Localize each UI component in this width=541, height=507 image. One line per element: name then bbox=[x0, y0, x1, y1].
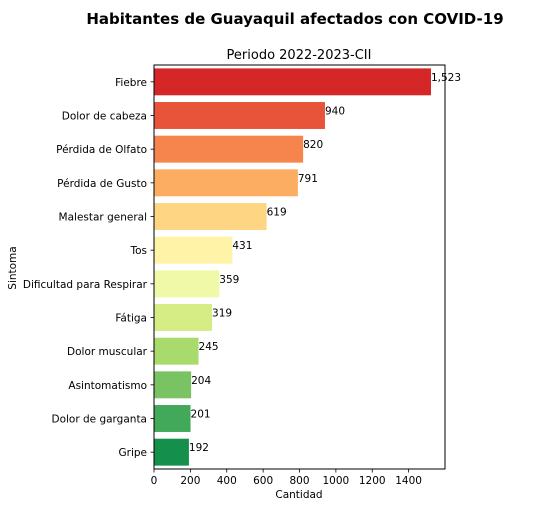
plot-area: 1,523 940 820 791 619 431 359 319 245 204 201 192 F… bbox=[23, 64, 461, 487]
bar-asintomatismo bbox=[154, 371, 192, 399]
x-tick-label: 1000 bbox=[323, 475, 350, 487]
bar-fatiga bbox=[154, 304, 213, 331]
data-label-tos: 431 bbox=[232, 240, 252, 252]
y-tick-label: Dolor de cabeza bbox=[62, 111, 147, 123]
chart-subtitle: Periodo 2022-2023-CII bbox=[227, 48, 372, 63]
bar-tos bbox=[154, 236, 233, 264]
bar-gripe bbox=[154, 438, 189, 466]
x-tick-label: 400 bbox=[217, 475, 237, 487]
y-tick-label: Asintomatismo bbox=[68, 380, 147, 392]
y-tick-label: Dificultad para Respirar bbox=[23, 279, 148, 291]
bar-dificultad-para-respirar bbox=[154, 270, 220, 298]
data-labels-group: 1,523 940 820 791 619 431 359 319 245 204 201 192 bbox=[189, 72, 461, 454]
x-tick-label: 0 bbox=[151, 475, 158, 487]
data-label-dolor-de-garganta: 201 bbox=[191, 409, 211, 421]
chart-title: Habitantes de Guayaquil afectados con CO… bbox=[86, 10, 503, 28]
bar-dolor-de-garganta bbox=[154, 405, 191, 432]
y-axis-label: Sintoma bbox=[7, 246, 19, 289]
y-tick-label: Dolor muscular bbox=[67, 346, 148, 358]
bar-fiebre bbox=[154, 68, 431, 96]
x-tick-label: 600 bbox=[253, 475, 273, 487]
y-tick-label: Pérdida de Gusto bbox=[57, 178, 147, 190]
bar-dolor-muscular bbox=[154, 337, 199, 365]
bar-perdida-de-olfato bbox=[154, 135, 304, 163]
data-label-fatiga: 319 bbox=[212, 308, 232, 320]
axes-frame bbox=[153, 64, 446, 470]
x-tick-label: 800 bbox=[289, 475, 309, 487]
x-tick-label: 1200 bbox=[359, 475, 386, 487]
y-axis-ticks: Fiebre Dolor de cabeza Pérdida de Olfato Pé… bbox=[23, 77, 154, 459]
x-axis-label: Cantidad bbox=[275, 489, 322, 501]
data-label-malestar-general: 619 bbox=[267, 207, 287, 219]
y-tick-label: Dolor de garganta bbox=[51, 414, 147, 426]
data-label-perdida-de-olfato: 820 bbox=[303, 139, 323, 151]
data-label-dolor-muscular: 245 bbox=[199, 341, 219, 353]
data-label-fiebre: 1,523 bbox=[431, 72, 461, 84]
x-tick-label: 200 bbox=[180, 475, 200, 487]
y-tick-label: Malestar general bbox=[59, 212, 147, 224]
data-label-perdida-de-gusto: 791 bbox=[298, 173, 318, 185]
bars-group bbox=[154, 68, 431, 466]
data-label-dificultad-para-respirar: 359 bbox=[219, 274, 239, 286]
data-label-dolor-de-cabeza: 940 bbox=[325, 106, 345, 118]
y-tick-label: Fiebre bbox=[115, 77, 147, 89]
data-label-asintomatismo: 204 bbox=[191, 375, 211, 387]
y-tick-label: Fátiga bbox=[115, 313, 147, 325]
y-tick-label: Tos bbox=[129, 245, 147, 257]
y-tick-label: Gripe bbox=[119, 447, 148, 459]
x-axis-ticks: 0 200 400 600 800 1000 1200 1400 bbox=[151, 469, 422, 487]
bar-dolor-de-cabeza bbox=[154, 102, 325, 129]
bar-malestar-general bbox=[154, 203, 267, 230]
x-tick-label: 1400 bbox=[395, 475, 422, 487]
bar-perdida-de-gusto bbox=[154, 169, 298, 197]
data-label-gripe: 192 bbox=[189, 442, 209, 454]
y-tick-label: Pérdida de Olfato bbox=[56, 144, 147, 156]
